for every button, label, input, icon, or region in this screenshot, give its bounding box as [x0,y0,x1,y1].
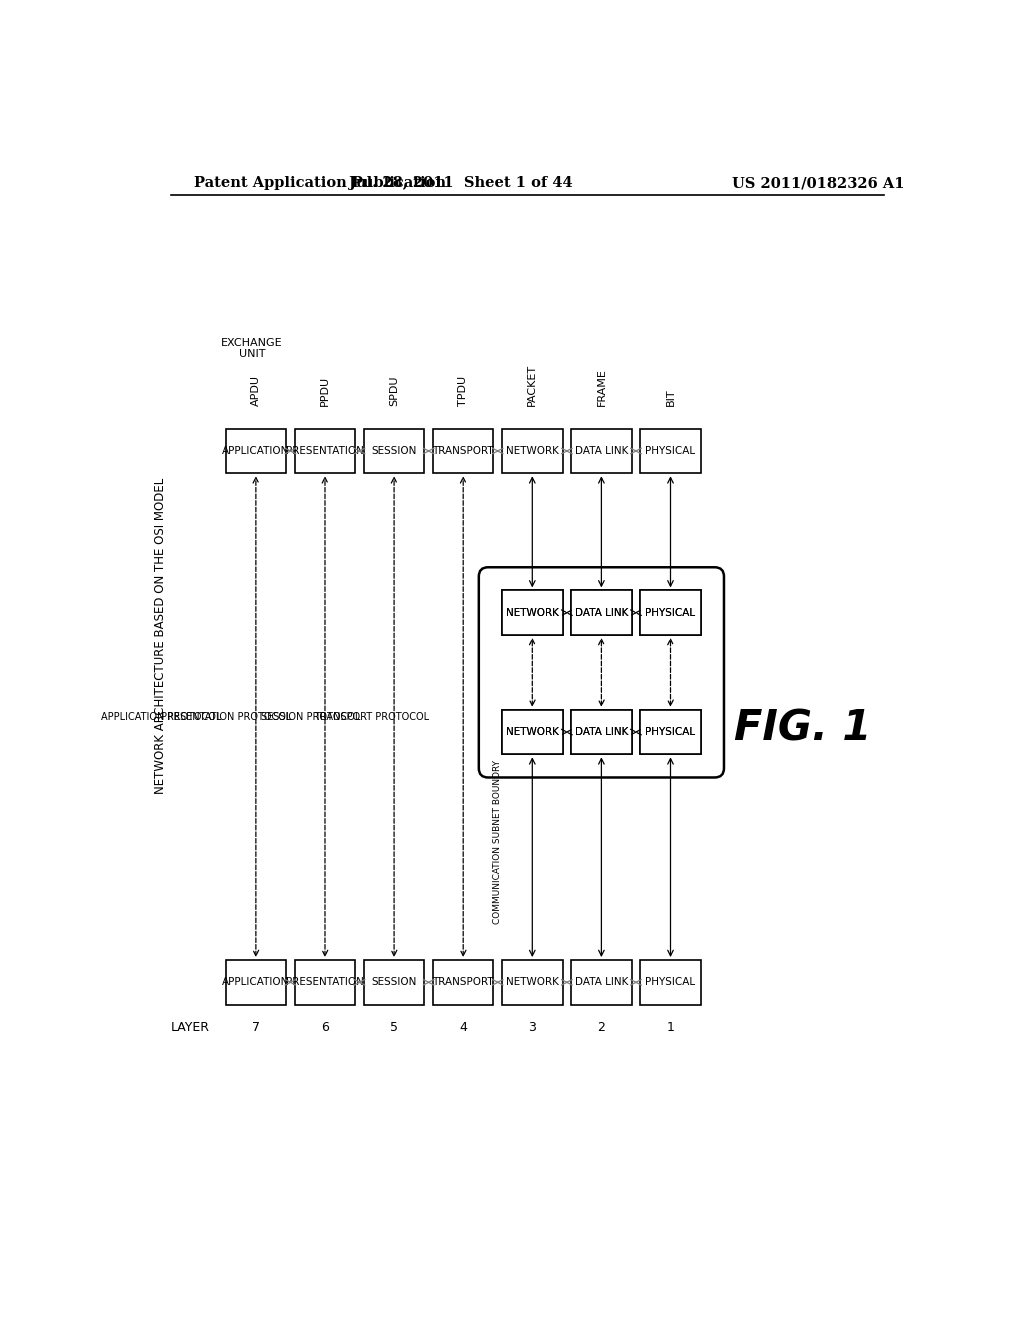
Text: SESSION: SESSION [372,446,417,455]
Text: PACKET: PACKET [527,363,538,405]
Text: COMMUNICATION SUBNET BOUNDRY: COMMUNICATION SUBNET BOUNDRY [494,760,502,924]
Text: DATA LINK: DATA LINK [574,446,628,455]
FancyBboxPatch shape [502,590,562,635]
Text: NETWORK: NETWORK [506,607,559,618]
FancyBboxPatch shape [225,429,286,474]
Text: SPDU: SPDU [389,375,399,405]
Text: SESSION: SESSION [372,977,417,987]
Text: APPLICATION PROTOCOL: APPLICATION PROTOCOL [101,711,222,722]
Text: DATA LINK: DATA LINK [574,727,628,737]
FancyBboxPatch shape [571,590,632,635]
Text: 3: 3 [528,1022,537,1035]
FancyBboxPatch shape [640,590,700,635]
Text: 6: 6 [322,1022,329,1035]
FancyBboxPatch shape [571,590,632,635]
Text: Patent Application Publication: Patent Application Publication [194,176,445,190]
Text: DATA LINK: DATA LINK [574,977,628,987]
Text: PHYSICAL: PHYSICAL [645,727,695,737]
FancyBboxPatch shape [640,960,700,1005]
FancyBboxPatch shape [571,429,632,474]
Text: PHYSICAL: PHYSICAL [645,607,695,618]
FancyBboxPatch shape [640,429,700,474]
Text: PHYSICAL: PHYSICAL [645,977,695,987]
Text: DATA LINK: DATA LINK [574,607,628,618]
FancyBboxPatch shape [571,960,632,1005]
FancyBboxPatch shape [295,960,355,1005]
FancyBboxPatch shape [502,710,562,755]
FancyBboxPatch shape [479,568,724,777]
Text: TRANSPORT: TRANSPORT [432,446,494,455]
FancyBboxPatch shape [502,960,562,1005]
Text: PRESENTATION: PRESENTATION [286,446,364,455]
Text: PHYSICAL: PHYSICAL [645,446,695,455]
FancyBboxPatch shape [295,429,355,474]
FancyBboxPatch shape [433,960,494,1005]
FancyBboxPatch shape [571,710,632,755]
Text: 7: 7 [252,1022,260,1035]
FancyBboxPatch shape [502,710,562,755]
Text: PRESENTATION PROTOCOL: PRESENTATION PROTOCOL [161,711,291,722]
Text: NETWORK: NETWORK [506,607,559,618]
Text: NETWORK ARCHITECTURE BASED ON THE OSI MODEL: NETWORK ARCHITECTURE BASED ON THE OSI MO… [154,478,167,793]
FancyBboxPatch shape [640,590,700,635]
Text: 4: 4 [459,1022,467,1035]
Text: APDU: APDU [251,375,261,405]
Text: 5: 5 [390,1022,398,1035]
Text: LAYER: LAYER [171,1022,210,1035]
Text: Jul. 28, 2011  Sheet 1 of 44: Jul. 28, 2011 Sheet 1 of 44 [349,176,573,190]
Text: NETWORK: NETWORK [506,446,559,455]
FancyBboxPatch shape [433,429,494,474]
Text: APPLICATION: APPLICATION [222,446,290,455]
Text: TRANSPORT: TRANSPORT [432,977,494,987]
FancyBboxPatch shape [502,429,562,474]
Text: 1: 1 [667,1022,675,1035]
Text: DATA LINK: DATA LINK [574,607,628,618]
Text: APPLICATION: APPLICATION [222,977,290,987]
Text: PHYSICAL: PHYSICAL [645,727,695,737]
Text: EXCHANGE
UNIT: EXCHANGE UNIT [221,338,283,359]
FancyBboxPatch shape [571,710,632,755]
Text: NETWORK: NETWORK [506,727,559,737]
Text: PHYSICAL: PHYSICAL [645,607,695,618]
FancyBboxPatch shape [364,960,424,1005]
FancyBboxPatch shape [640,710,700,755]
Text: PRESENTATION: PRESENTATION [286,977,364,987]
Text: FIG. 1: FIG. 1 [733,708,871,750]
Text: NETWORK: NETWORK [506,727,559,737]
Text: FRAME: FRAME [596,368,606,405]
FancyBboxPatch shape [502,590,562,635]
Text: US 2011/0182326 A1: US 2011/0182326 A1 [731,176,904,190]
Text: TPDU: TPDU [458,375,468,405]
FancyBboxPatch shape [225,960,286,1005]
FancyBboxPatch shape [640,710,700,755]
Text: TRANSPORT PROTOCOL: TRANSPORT PROTOCOL [314,711,429,722]
Text: PPDU: PPDU [319,375,330,405]
FancyBboxPatch shape [364,429,424,474]
Text: DATA LINK: DATA LINK [574,727,628,737]
Text: NETWORK: NETWORK [506,977,559,987]
Text: BIT: BIT [666,388,676,405]
Text: 2: 2 [597,1022,605,1035]
Text: SESSION PROTOCOL: SESSION PROTOCOL [261,711,360,722]
